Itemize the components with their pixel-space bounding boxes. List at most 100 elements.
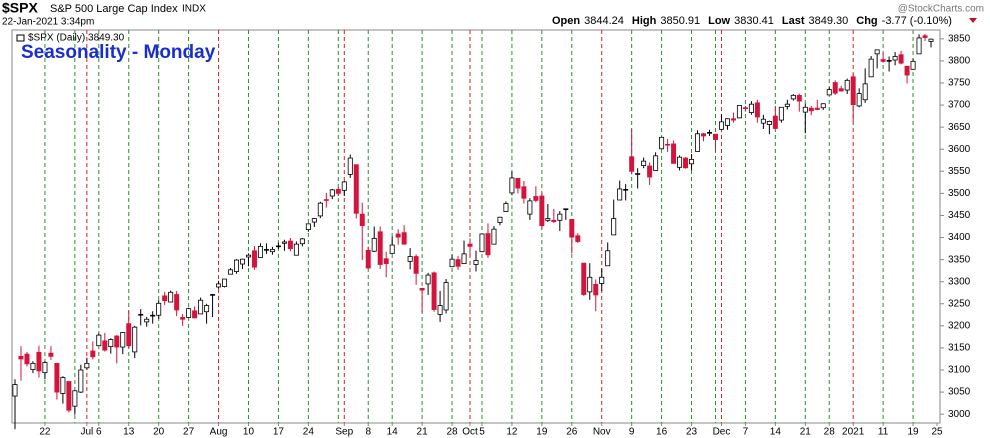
candle-body: [425, 274, 431, 285]
candle-body: [108, 339, 114, 348]
candle-body: [784, 103, 790, 107]
candle-body: [880, 59, 886, 62]
candle-body: [868, 58, 874, 78]
candle-body: [569, 219, 575, 238]
x-tick-label: Nov: [593, 427, 611, 438]
candle-body: [377, 231, 383, 265]
y-tick-label: 3700: [948, 100, 971, 111]
candle-body: [473, 260, 479, 265]
x-tick-label: 13: [123, 427, 135, 438]
candle-body: [30, 362, 36, 370]
candle-body: [299, 238, 305, 245]
candle-body: [491, 228, 497, 245]
candle-body: [144, 318, 150, 323]
x-tick-label: 28: [824, 427, 836, 438]
candle-body: [96, 334, 102, 347]
candle-body: [431, 272, 437, 310]
candle-body: [461, 253, 467, 264]
candle-body: [240, 258, 245, 265]
candle-body: [263, 249, 269, 251]
candle-body: [353, 164, 359, 214]
candle-body: [796, 94, 802, 102]
watermark: @StockCharts.com: [898, 4, 984, 15]
x-tick-label: Oct: [462, 427, 478, 438]
candle-body: [647, 165, 653, 178]
candle-body: [210, 294, 216, 296]
candle-body: [736, 105, 742, 119]
candle-body: [293, 243, 299, 256]
candle-body: [467, 243, 473, 247]
x-tick-label: 5: [479, 427, 485, 438]
candle-body: [485, 233, 491, 256]
candle-body: [72, 390, 78, 407]
candle-body: [832, 82, 838, 94]
candle-body: [557, 213, 563, 221]
plot-frame: [11, 29, 941, 424]
candle-body: [904, 65, 910, 76]
candle-body: [371, 238, 377, 252]
candle-body: [689, 158, 695, 165]
candle-body: [707, 132, 712, 134]
candle-body: [479, 233, 485, 253]
annotation: Seasonality - Monday: [21, 42, 216, 63]
legend: $SPX (Daily) 3849.30: [28, 33, 125, 44]
quote-label: Last: [782, 15, 805, 27]
candle-body: [724, 118, 730, 126]
x-tick-label: 27: [183, 427, 195, 438]
x-tick-label: 14: [387, 427, 399, 438]
candle-body: [168, 291, 174, 303]
candle-body: [419, 287, 425, 291]
candle-body: [395, 233, 401, 238]
quote-value: -3.77 (-0.10%): [882, 15, 952, 27]
y-tick-label: 3750: [948, 78, 971, 89]
candle-body: [611, 218, 617, 236]
candle-body: [449, 258, 455, 268]
x-tick-label: 19: [907, 427, 919, 438]
candle-body: [150, 314, 156, 317]
candle-body: [754, 102, 760, 118]
x-tick-label: 7: [743, 427, 749, 438]
candle-body: [701, 133, 707, 137]
x-tick-label: 16: [656, 427, 668, 438]
candle-body: [850, 76, 856, 106]
candle-body: [156, 302, 162, 316]
candle-body: [844, 79, 850, 91]
candle-body: [180, 317, 186, 320]
candle-body: [192, 310, 198, 319]
y-tick-label: 3550: [948, 166, 971, 177]
quote-label: Low: [708, 15, 730, 27]
week-lines: [44, 30, 914, 423]
x-tick-label: Dec: [713, 427, 731, 438]
candle-body: [778, 106, 784, 121]
candle-body: [18, 355, 24, 360]
y-tick-label: 3050: [948, 387, 971, 398]
candle-body: [90, 350, 96, 358]
candle-body: [174, 294, 180, 311]
candle-body: [359, 213, 365, 227]
candle-body: [898, 54, 904, 64]
candle-body: [695, 133, 701, 152]
candle-body: [407, 256, 413, 262]
candle-body: [760, 118, 766, 124]
candle-body: [922, 35, 928, 38]
quote-value: 3830.41: [734, 15, 774, 27]
x-tick-label: 24: [303, 427, 315, 438]
quote-label: High: [632, 15, 657, 27]
candle-body: [623, 189, 629, 191]
candle-body: [126, 323, 132, 347]
candles: [12, 33, 934, 430]
candle-body: [365, 249, 371, 269]
candle-body: [228, 269, 234, 275]
y-tick-label: 3000: [948, 409, 971, 420]
chg-arrow: [969, 18, 977, 23]
candle-body: [826, 89, 832, 96]
candle-body: [251, 250, 257, 268]
candle-body: [856, 93, 862, 107]
candle-body: [335, 189, 341, 194]
candle-body: [874, 49, 880, 55]
candle-body: [216, 283, 222, 288]
symbol: $SPX: [2, 0, 38, 16]
candle-body: [587, 276, 593, 293]
candle-body: [629, 156, 635, 172]
candle-body: [198, 299, 204, 315]
